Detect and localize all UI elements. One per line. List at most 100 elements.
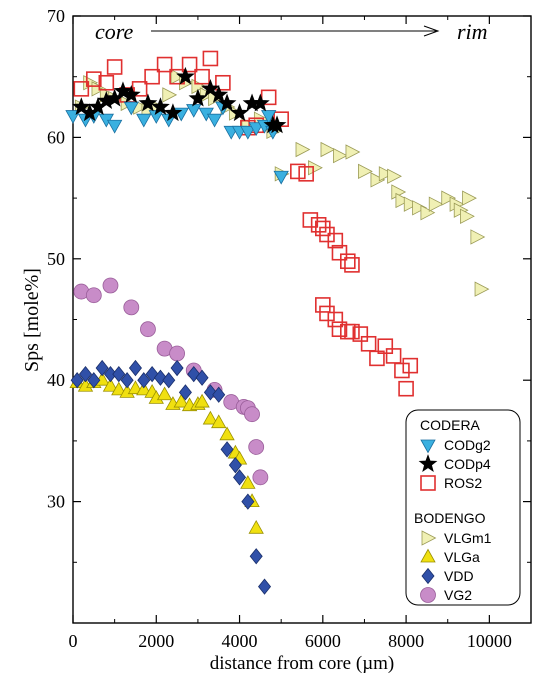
data-point-ros2 [319, 226, 335, 243]
data-point-vg2 [252, 469, 269, 486]
data-point-codp4 [250, 93, 270, 112]
data-point-codg2 [261, 110, 277, 124]
data-point-vlga [156, 386, 173, 401]
data-point-ros2 [315, 220, 331, 237]
data-point-codp4 [163, 103, 183, 122]
data-point-vdd [78, 365, 93, 383]
data-point-vg2 [140, 321, 156, 338]
data-point-codp4 [113, 81, 133, 100]
data-point-ros2 [98, 74, 115, 91]
data-point-codg2 [248, 122, 264, 137]
data-point-ros2 [215, 74, 231, 91]
x-tick-label: 0 [69, 631, 78, 651]
data-point-ros2 [319, 305, 335, 322]
data-point-vdd [258, 578, 272, 595]
x-tick-label: 6000 [305, 631, 341, 651]
data-point-ros2 [394, 362, 410, 379]
data-point-vg2 [85, 287, 102, 304]
data-point-vlgm1 [162, 87, 178, 103]
data-point-ros2 [377, 338, 394, 355]
data-point-codp4 [176, 66, 195, 85]
legend-markers [418, 439, 438, 603]
legend-marker-vlgm1 [421, 530, 437, 546]
data-point-vlgm1 [378, 166, 394, 182]
legend-label-vlga: VLGa [444, 549, 480, 565]
data-point-ros2 [181, 56, 198, 73]
series-vlga [69, 371, 264, 534]
legend-label-vlgm1: VLGm1 [444, 530, 492, 546]
data-point-ros2 [402, 357, 419, 374]
data-point-vdd [112, 365, 126, 383]
data-point-vdd [178, 384, 192, 401]
data-point-ros2 [290, 163, 306, 180]
data-point-vlga [102, 377, 119, 392]
data-point-vlga [173, 393, 189, 408]
data-point-vdd [212, 386, 226, 403]
data-point-vlga [211, 414, 227, 429]
x-tick-label: 2000 [138, 631, 174, 651]
legend-marker-vdd [421, 567, 435, 585]
legend-marker-codp4 [418, 454, 438, 472]
y-tick-label: 40 [47, 370, 65, 390]
data-point-ros2 [385, 348, 402, 364]
data-point-ros2 [327, 232, 344, 249]
data-point-codp4 [267, 115, 287, 134]
legend-marker-ros2 [420, 475, 436, 491]
data-point-codg2 [123, 101, 139, 116]
data-point-vg2 [169, 345, 185, 362]
data-point-vlgm1 [474, 281, 490, 297]
data-point-ros2 [339, 253, 356, 270]
data-point-vg2 [102, 277, 119, 294]
data-point-vlga [202, 410, 219, 425]
data-point-vlgm1 [320, 141, 336, 158]
data-point-vdd [137, 372, 151, 389]
data-point-vlgm1 [395, 192, 411, 209]
data-point-vdd [233, 469, 247, 486]
y-tick-label: 50 [47, 249, 65, 269]
series-codp4 [71, 66, 287, 134]
data-point-vlga [248, 519, 264, 534]
data-point-vdd [70, 372, 84, 389]
legend-label-vdd: VDD [444, 568, 474, 584]
data-point-vlgm1 [420, 205, 436, 221]
data-point-codg2 [106, 119, 123, 134]
data-point-vdd [170, 359, 184, 377]
y-axis-label: Sps [mole%] [21, 268, 43, 372]
series-vlgm1 [74, 69, 490, 297]
data-point-ros2 [331, 244, 348, 261]
data-point-codp4 [138, 93, 158, 112]
data-point-vlga [194, 393, 210, 408]
data-point-ros2 [369, 350, 385, 367]
annotation-core: core [95, 19, 134, 44]
data-point-ros2 [327, 311, 344, 328]
data-point-ros2 [302, 212, 319, 228]
data-point-vlgm1 [462, 190, 477, 206]
data-point-vlgm1 [387, 168, 402, 184]
data-point-vdd [228, 457, 242, 474]
y-tick-label: 70 [47, 6, 65, 26]
legend-label-ros2: ROS2 [444, 475, 482, 491]
series-vdd [70, 359, 272, 595]
data-point-codg2 [206, 113, 223, 128]
data-point-codg2 [136, 113, 152, 128]
legend-box [405, 409, 521, 606]
data-point-vdd [220, 441, 234, 458]
legend-group-title-bodengo: BODENGO [414, 510, 486, 526]
data-point-vlgm1 [428, 196, 444, 212]
data-point-vlga [136, 381, 152, 396]
data-point-vlgm1 [295, 141, 311, 158]
legend-label-codg2: CODg2 [444, 437, 491, 453]
legend-group-title-codera: CODERA [420, 417, 481, 433]
data-point-ros2 [194, 68, 210, 85]
data-point-codg2 [273, 170, 289, 185]
data-point-ros2 [344, 323, 360, 340]
legend-label-vg2: VG2 [444, 587, 472, 603]
data-point-ros2 [315, 297, 331, 313]
data-point-codp4 [209, 85, 229, 103]
data-point-ros2 [106, 59, 123, 75]
legend: CODERA CODg2 CODp4 ROS2 BODENGO VLGm1 VL… [405, 409, 521, 606]
data-point-vdd [87, 372, 101, 389]
data-point-ros2 [73, 81, 90, 97]
data-point-vlgm1 [441, 190, 457, 206]
